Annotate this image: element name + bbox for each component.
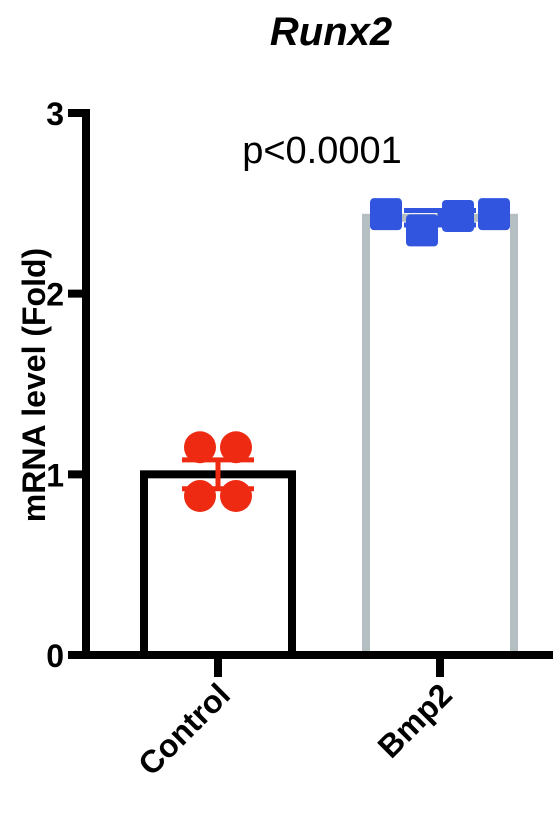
x-tick-label-control: Control [131,676,237,782]
y-tick-label: 2 [46,277,64,313]
data-point-control [220,480,252,513]
data-point-bmp2 [442,199,474,232]
data-point-control [220,431,252,464]
data-point-bmp2 [370,198,402,231]
p-value-annotation: p<0.0001 [242,130,402,172]
x-tick-label-bmp2: Bmp2 [371,676,459,764]
y-axis-label: mRNA level (Fold) [16,248,52,522]
bar-bmp2 [362,213,518,660]
y-tick-label: 0 [46,638,64,674]
y-tick-label: 3 [46,96,64,132]
data-point-control [184,431,216,464]
data-point-control [184,480,216,513]
x-ticks-group: Control Bmp2 [131,655,459,782]
y-ticks-group: 0 1 2 3 [46,96,86,674]
bar-control [140,470,296,660]
data-point-bmp2 [406,214,438,247]
y-tick-label: 1 [46,457,64,493]
data-point-bmp2 [478,198,510,231]
chart-title: Runx2 [270,10,392,54]
data-points-group [184,198,510,513]
